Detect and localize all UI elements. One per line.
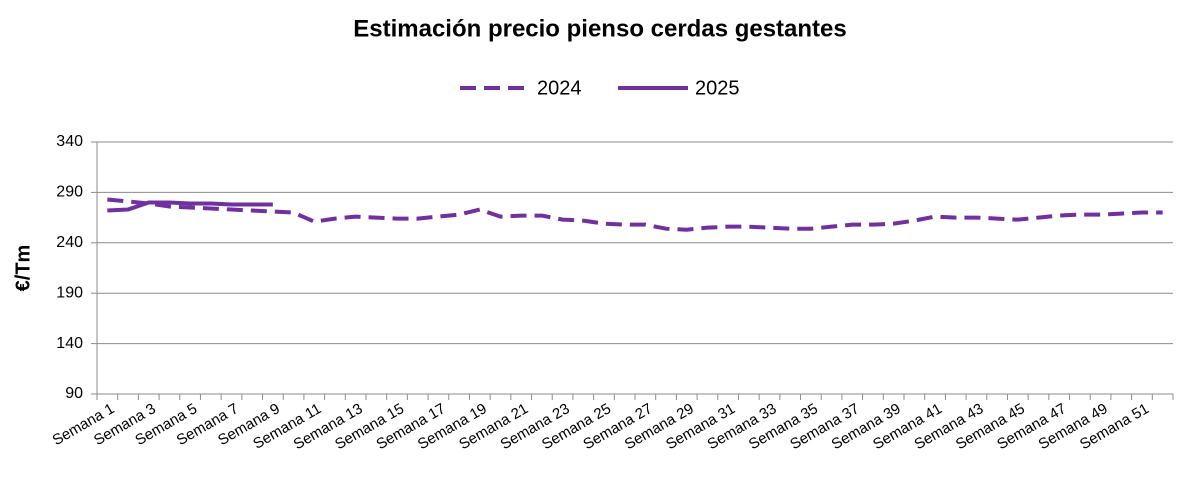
series-line	[107, 200, 273, 213]
legend-label: 2025	[695, 77, 740, 99]
series-line	[107, 197, 1163, 232]
y-axis-label: €/Tm	[12, 245, 34, 292]
y-tick-label: 240	[56, 234, 83, 251]
y-tick-label: 290	[56, 184, 83, 201]
y-tick-label: 340	[56, 133, 83, 150]
y-tick-label: 140	[56, 335, 83, 352]
legend-label: 2024	[537, 77, 582, 99]
chart-title: Estimación precio pienso cerdas gestante…	[353, 15, 847, 42]
y-tick-label: 190	[56, 284, 83, 301]
y-tick-label: 90	[65, 385, 83, 402]
